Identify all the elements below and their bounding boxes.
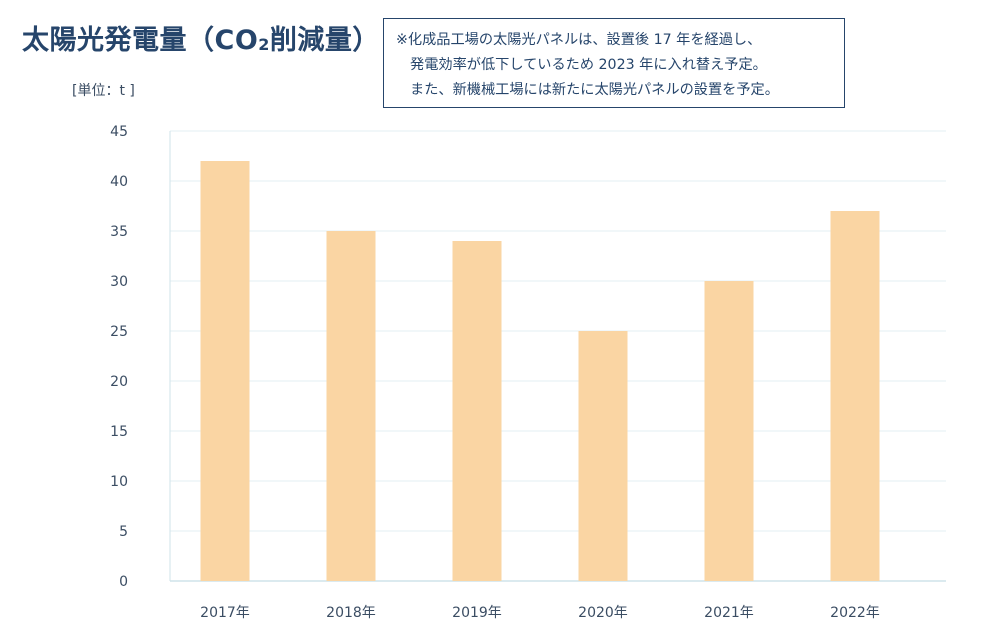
y-tick-label: 45 [110, 124, 128, 140]
y-tick-label: 15 [110, 424, 128, 440]
x-tick-label: 2018年 [326, 605, 376, 621]
title-rest: 削減量） [269, 25, 380, 56]
note-line-2: 発電効率が低下しているため 2023 年に入れ替え予定。 [410, 57, 767, 73]
x-tick-label: 2019年 [452, 605, 502, 621]
unit-label: [単位：t ] [72, 83, 135, 99]
y-tick-label: 10 [110, 474, 128, 490]
bar [704, 281, 754, 581]
bar [830, 211, 880, 581]
note-line-1: ※化成品工場の太陽光パネルは、設置後 17 年を経過し、 [396, 32, 762, 48]
x-tick-label: 2021年 [704, 605, 754, 621]
y-tick-label: 5 [119, 524, 128, 540]
x-tick-label: 2017年 [200, 605, 250, 621]
bar [200, 161, 250, 581]
chart-title: 太陽光発電量（CO2削減量） [22, 18, 380, 57]
bar [326, 231, 376, 581]
y-tick-label: 40 [110, 174, 128, 190]
title-subscript: 2 [258, 35, 270, 54]
bar [452, 241, 502, 581]
y-tick-label: 20 [110, 374, 128, 390]
y-tick-label: 25 [110, 324, 128, 340]
x-tick-label: 2020年 [578, 605, 628, 621]
bar [578, 331, 628, 581]
y-tick-label: 0 [119, 574, 128, 590]
y-tick-label: 35 [110, 224, 128, 240]
note-box: ※化成品工場の太陽光パネルは、設置後 17 年を経過し、 発電効率が低下している… [383, 18, 845, 108]
y-tick-label: 30 [110, 274, 128, 290]
title-main: 太陽光発電量（CO [22, 25, 259, 56]
x-tick-label: 2022年 [830, 605, 880, 621]
note-line-3: また、新機械工場には新たに太陽光パネルの設置を予定。 [410, 82, 779, 98]
